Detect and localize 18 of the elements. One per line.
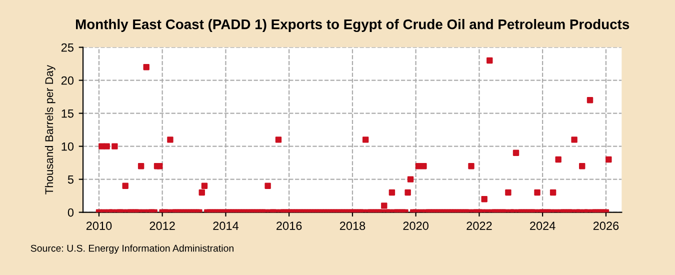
chart-title: Monthly East Coast (PADD 1) Exports to Egypt of Crude Oil and Petroleum Products xyxy=(76,19,630,32)
y-tick-label: 10 xyxy=(62,142,74,151)
x-tick-label: 2018 xyxy=(340,222,366,230)
x-tick-label: 2022 xyxy=(466,222,492,230)
x-tick-label: 2010 xyxy=(86,222,112,230)
y-tick-label: 20 xyxy=(61,76,74,85)
y-tick-label: 25 xyxy=(61,43,74,52)
x-tick-label: 2024 xyxy=(530,222,556,230)
y-tick-label: 15 xyxy=(62,109,74,118)
x-tick-label: 2012 xyxy=(150,222,175,230)
x-tick-label: 2026 xyxy=(593,222,619,230)
x-tick-label: 2020 xyxy=(403,222,428,230)
y-axis-title: Thousand Barrels per Day xyxy=(44,64,56,194)
x-tick-label: 2016 xyxy=(276,222,302,230)
source-note: Source: U.S. Energy Information Administration xyxy=(30,244,234,254)
y-tick-label: 5 xyxy=(68,175,74,184)
y-tick-label: 0 xyxy=(68,208,74,217)
x-tick-label: 2014 xyxy=(213,222,239,230)
